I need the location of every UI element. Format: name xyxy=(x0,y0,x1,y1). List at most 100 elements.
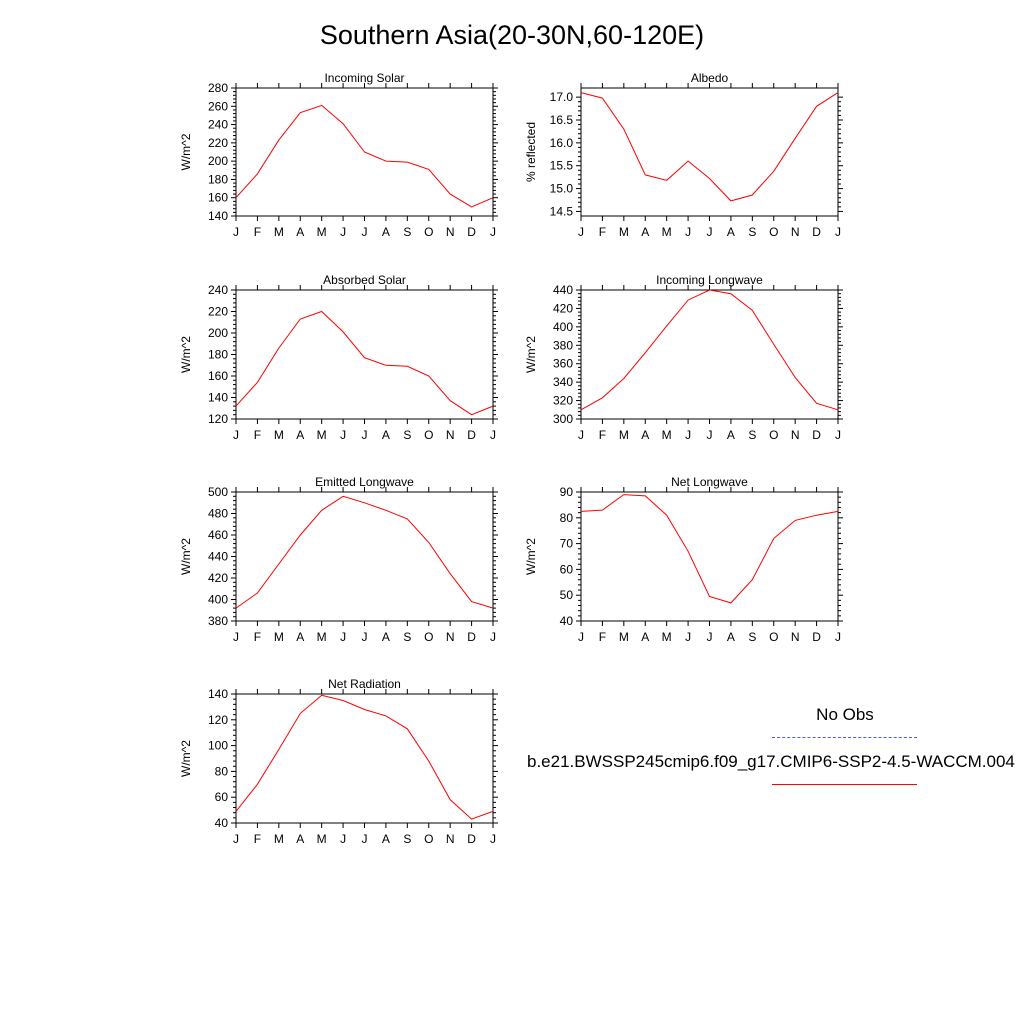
panel-title: Net Radiation xyxy=(328,677,401,691)
x-tick-label: A xyxy=(382,630,390,644)
y-tick-label: 500 xyxy=(208,485,228,499)
x-tick-label: D xyxy=(467,225,476,239)
y-tick-label: 14.5 xyxy=(550,204,574,218)
x-tick-label: N xyxy=(446,832,455,846)
x-tick-label: J xyxy=(340,225,346,239)
x-tick-label: M xyxy=(274,832,284,846)
x-tick-label: D xyxy=(467,428,476,442)
panel-title: Incoming Solar xyxy=(324,71,404,85)
x-tick-label: J xyxy=(362,225,368,239)
x-tick-label: S xyxy=(403,832,411,846)
x-tick-label: J xyxy=(340,630,346,644)
x-tick-label: S xyxy=(403,630,411,644)
y-tick-label: 16.5 xyxy=(550,113,574,127)
x-tick-label: J xyxy=(578,428,584,442)
x-tick-label: S xyxy=(748,630,756,644)
y-tick-label: 280 xyxy=(208,81,228,95)
y-tick-label: 15.0 xyxy=(550,182,574,196)
x-tick-label: F xyxy=(254,832,261,846)
y-tick-label: 400 xyxy=(553,320,573,334)
x-tick-label: A xyxy=(296,428,304,442)
series-line xyxy=(235,495,494,609)
y-tick-label: 480 xyxy=(208,507,228,521)
page-title: Southern Asia(20-30N,60-120E) xyxy=(319,20,705,50)
y-tick-label: 140 xyxy=(208,391,228,405)
x-tick-label: M xyxy=(274,630,284,644)
series-line xyxy=(580,92,839,202)
x-tick-label: M xyxy=(274,428,284,442)
y-tick-label: 200 xyxy=(208,326,228,340)
x-tick-label: J xyxy=(707,630,713,644)
series-line xyxy=(235,104,494,208)
y-tick-label: 160 xyxy=(208,369,228,383)
legend-obs-label: No Obs xyxy=(816,705,874,724)
x-tick-label: J xyxy=(340,832,346,846)
x-tick-label: J xyxy=(685,428,691,442)
x-tick-label: A xyxy=(296,225,304,239)
y-tick-label: 240 xyxy=(208,118,228,132)
x-tick-label: J xyxy=(362,630,368,644)
y-tick-label: 100 xyxy=(208,739,228,753)
x-tick-label: M xyxy=(619,630,629,644)
x-tick-label: J xyxy=(835,630,841,644)
x-tick-label: J xyxy=(707,225,713,239)
x-tick-label: A xyxy=(641,630,649,644)
series-line xyxy=(235,310,494,416)
x-tick-label: D xyxy=(812,630,821,644)
x-tick-label: M xyxy=(662,428,672,442)
x-tick-label: A xyxy=(382,428,390,442)
y-tick-label: 460 xyxy=(208,528,228,542)
x-tick-label: J xyxy=(685,225,691,239)
legend-run-line xyxy=(772,784,917,785)
x-tick-label: J xyxy=(707,428,713,442)
x-tick-label: J xyxy=(490,428,496,442)
x-tick-label: M xyxy=(662,225,672,239)
x-tick-label: D xyxy=(812,225,821,239)
y-tick-label: 200 xyxy=(208,154,228,168)
x-tick-label: S xyxy=(403,428,411,442)
y-tick-label: 440 xyxy=(553,283,573,297)
x-tick-label: A xyxy=(727,630,735,644)
x-tick-label: A xyxy=(382,225,390,239)
y-tick-label: 380 xyxy=(208,614,228,628)
y-tick-label: 80 xyxy=(560,511,574,525)
x-tick-label: F xyxy=(599,630,606,644)
y-tick-label: 40 xyxy=(560,614,574,628)
legend-run-label: b.e21.BWSSP245cmip6.f09_g17.CMIP6-SSP2-4… xyxy=(527,752,1015,771)
x-tick-label: J xyxy=(233,832,239,846)
y-tick-label: 440 xyxy=(208,550,228,564)
x-tick-label: M xyxy=(317,428,327,442)
y-tick-label: 80 xyxy=(215,764,229,778)
x-tick-label: M xyxy=(662,630,672,644)
series-line xyxy=(235,694,494,820)
y-axis-label: W/m^2 xyxy=(179,336,193,373)
y-tick-label: 140 xyxy=(208,687,228,701)
x-tick-label: O xyxy=(424,630,433,644)
x-tick-label: J xyxy=(578,225,584,239)
y-tick-label: 17.0 xyxy=(550,90,574,104)
y-axis-label: % reflected xyxy=(524,122,538,182)
x-tick-label: D xyxy=(467,630,476,644)
x-tick-label: J xyxy=(490,630,496,644)
x-tick-label: N xyxy=(446,428,455,442)
x-tick-label: N xyxy=(791,428,800,442)
y-tick-label: 420 xyxy=(208,571,228,585)
y-tick-label: 120 xyxy=(208,412,228,426)
panel-title: Net Longwave xyxy=(671,475,748,489)
x-tick-label: J xyxy=(362,832,368,846)
panel-title: Emitted Longwave xyxy=(315,475,414,489)
y-tick-label: 120 xyxy=(208,713,228,727)
panel-title: Absorbed Solar xyxy=(323,273,406,287)
x-tick-label: S xyxy=(748,428,756,442)
y-tick-label: 240 xyxy=(208,283,228,297)
panel-title: Albedo xyxy=(691,71,729,85)
plot-frame xyxy=(580,491,839,622)
x-tick-label: O xyxy=(424,428,433,442)
y-tick-label: 320 xyxy=(553,394,573,408)
y-tick-label: 160 xyxy=(208,191,228,205)
y-tick-label: 300 xyxy=(553,412,573,426)
